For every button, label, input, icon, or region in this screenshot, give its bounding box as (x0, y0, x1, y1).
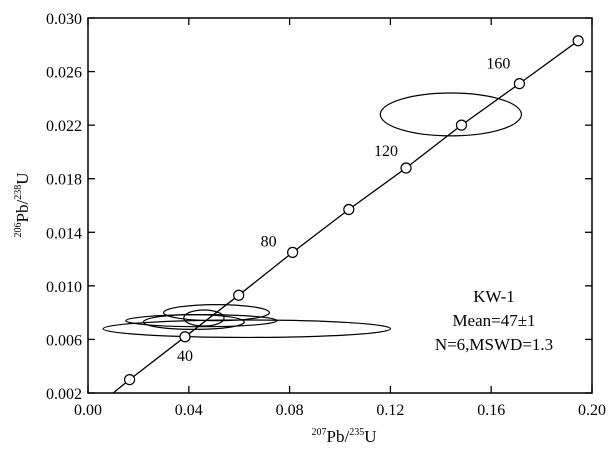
y-tick-label: 0.002 (46, 386, 82, 403)
x-axis-label: 207Pb/235U (312, 427, 377, 446)
x-tick-label: 0.04 (175, 402, 203, 419)
error-ellipse-6 (379, 92, 523, 137)
age-label-80: 80 (261, 233, 277, 250)
x-axis-label-mass1: 207 (312, 427, 327, 438)
plot-frame (87, 17, 593, 394)
x-axis-label-elem2: U (364, 427, 376, 446)
x-tick-label: 0.12 (376, 402, 404, 419)
concordia-age-marker-4 (287, 246, 299, 258)
x-tick-label: 0.00 (74, 402, 102, 419)
inset-stats-label: N=6,MSWD=1.3 (435, 335, 553, 354)
concordia-age-marker-8 (513, 78, 526, 90)
concordia-age-marker-2 (179, 331, 191, 343)
concordia-age-marker-9 (572, 35, 584, 47)
concordia-curve (112, 40, 579, 393)
y-tick-label: 0.022 (46, 118, 82, 135)
x-tick-label: 0.16 (477, 402, 505, 419)
y-axis-label-elem1: Pb/ (13, 200, 32, 223)
concordia-age-marker-5 (343, 203, 355, 216)
error-ellipse-5 (183, 309, 225, 327)
error-ellipse-3 (163, 304, 271, 322)
y-axis-label-mass2: 238 (13, 185, 24, 200)
concordia-age-marker-6 (400, 162, 412, 174)
y-tick-label: 0.030 (46, 11, 82, 28)
y-tick-label: 0.006 (46, 332, 82, 349)
x-tick-label: 0.20 (578, 402, 606, 419)
plot-content (102, 35, 584, 393)
y-tick-label: 0.010 (46, 279, 82, 296)
concordia-age-marker-1 (123, 374, 136, 386)
inset-mean-label: Mean=47±1 (452, 311, 535, 330)
plot-layer: 40 80 120 160 (87, 17, 593, 394)
x-axis-label-mass2: 235 (349, 427, 364, 438)
concordia-age-marker-3 (233, 289, 245, 301)
y-tick-label: 0.018 (46, 172, 82, 189)
ticks-layer: 0.00 0.04 0.08 0.12 0.16 0.20 0.002 0.006 0.010 0… (46, 11, 606, 419)
age-label-160: 160 (486, 56, 510, 73)
y-axis-label-mass1: 206 (13, 222, 24, 237)
y-tick-label: 0.026 (46, 65, 82, 82)
age-label-40: 40 (177, 348, 193, 365)
age-label-120: 120 (374, 143, 398, 160)
y-axis-label-elem2: U (13, 173, 32, 185)
y-axis-label: 206Pb/238U (13, 173, 32, 238)
concordia-age-marker-7 (455, 119, 468, 131)
x-tick-label: 0.08 (276, 402, 304, 419)
error-ellipse-1 (102, 319, 391, 339)
x-axis-label-elem1: Pb/ (327, 427, 350, 446)
inset-sample-label: KW-1 (473, 287, 515, 306)
y-tick-label: 0.014 (46, 225, 82, 242)
